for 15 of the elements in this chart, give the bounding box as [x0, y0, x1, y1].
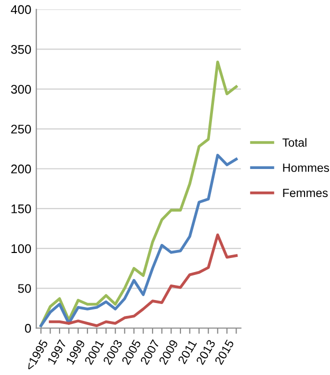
legend-label: Femmes	[283, 188, 328, 198]
line-series	[48, 234, 238, 328]
line-series	[40, 60, 238, 328]
y-tick-label: 0	[24, 324, 31, 333]
line-series	[40, 154, 238, 328]
y-tick-label: 400	[10, 5, 31, 14]
y-tick-label: 50	[18, 284, 31, 293]
legend-label: Total	[282, 138, 306, 147]
y-tick-label: 250	[11, 124, 31, 134]
legend-label: Hommes	[283, 164, 330, 172]
y-tick-label: 350	[11, 45, 31, 54]
y-tick-label: 300	[11, 84, 31, 94]
y-tick-label: 200	[11, 164, 31, 174]
y-tick-label: 150	[12, 204, 31, 214]
y-tick-label: 100	[12, 244, 31, 254]
